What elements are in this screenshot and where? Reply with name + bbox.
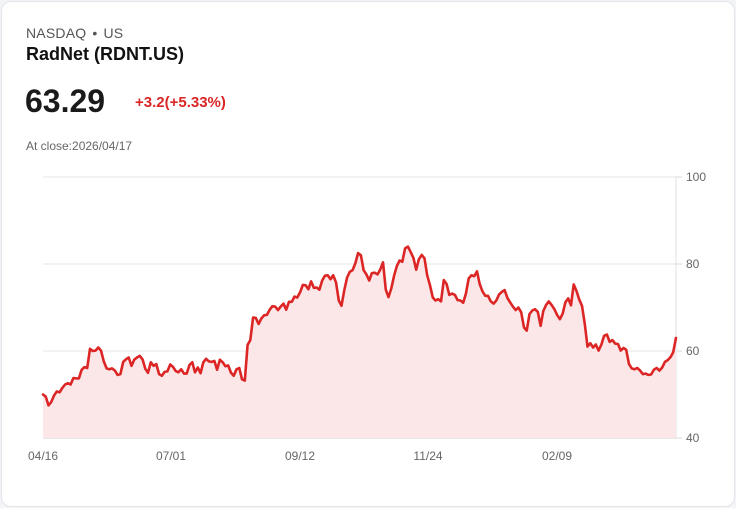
separator-dot: • bbox=[92, 25, 98, 41]
x-tick-label: 04/16 bbox=[28, 449, 58, 463]
x-tick-label: 02/09 bbox=[542, 449, 572, 463]
x-tick-label: 11/24 bbox=[413, 449, 442, 463]
x-axis-ticks: 04/16 07/01 09/12 11/24 02/09 bbox=[28, 449, 572, 463]
y-tick-label: 60 bbox=[686, 344, 700, 358]
price-line[interactable] bbox=[41, 245, 678, 407]
price-area-fill bbox=[43, 246, 676, 438]
close-date: At close:2026/04/17 bbox=[26, 139, 133, 153]
price-change: +3.2(+5.33%) bbox=[135, 94, 226, 111]
x-tick-label: 07/01 bbox=[156, 449, 186, 463]
stock-title: RadNet (RDNT.US) bbox=[26, 44, 185, 64]
x-tick-label: 09/12 bbox=[285, 449, 315, 463]
exchange-label: NASDAQ • US bbox=[26, 25, 123, 41]
y-axis-ticks: 100 80 60 40 bbox=[686, 170, 706, 445]
y-tick-label: 40 bbox=[686, 431, 700, 445]
y-tick-label: 80 bbox=[686, 257, 700, 271]
market-name: US bbox=[103, 25, 124, 41]
current-price: 63.29 bbox=[25, 83, 106, 119]
y-tick-label: 100 bbox=[686, 170, 706, 184]
exchange-name: NASDAQ bbox=[26, 25, 87, 41]
